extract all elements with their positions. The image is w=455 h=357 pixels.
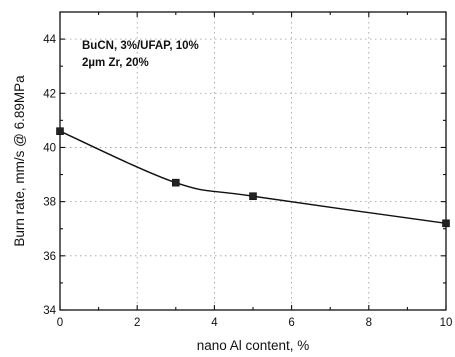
data-point xyxy=(56,127,64,135)
x-axis-title: nano Al content, % xyxy=(197,338,310,353)
x-tick-label: 6 xyxy=(288,317,294,329)
x-tick-label: 8 xyxy=(366,317,372,329)
x-tick-label: 10 xyxy=(440,317,453,329)
data-point xyxy=(249,192,257,201)
y-axis-title: Burn rate, mm/s @ 6.89MPa xyxy=(12,75,27,247)
x-tick-label: 0 xyxy=(57,317,63,329)
x-tick-label: 2 xyxy=(134,317,140,329)
y-tick-label: 38 xyxy=(43,197,56,209)
x-tick-label: 4 xyxy=(211,317,218,329)
data-point xyxy=(172,178,180,187)
data-points xyxy=(56,127,450,228)
y-tick-label: 36 xyxy=(43,251,56,263)
y-tick-label: 42 xyxy=(43,88,56,100)
y-tick-label: 44 xyxy=(43,34,56,46)
data-point xyxy=(442,219,450,228)
y-tick-label: 34 xyxy=(43,305,56,317)
y-tick-label: 40 xyxy=(43,142,56,154)
annotation-line-2: 2µm Zr, 20% xyxy=(82,57,149,69)
fit-curve xyxy=(59,130,447,225)
axis-ticks: 0 2 4 6 8 10 34 36 38 40 42 44 xyxy=(43,12,452,329)
annotation-line-1: BuCN, 3%/UFAP, 10% xyxy=(82,40,199,52)
fit-curve-group xyxy=(59,130,447,225)
